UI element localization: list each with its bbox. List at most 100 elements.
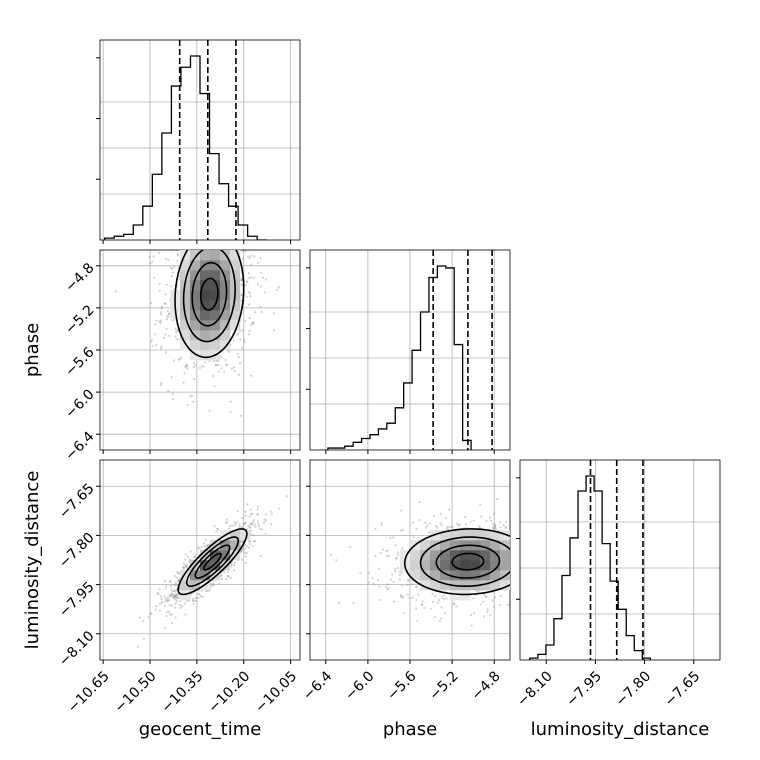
scatter-point [392,580,395,584]
scatter-point [431,600,435,604]
scatter-point [523,546,525,548]
scatter-point [335,559,338,562]
scatter-point [178,275,181,278]
scatter-point [249,295,252,298]
scatter-point [522,569,524,571]
scatter-point [247,291,250,294]
scatter-point [479,503,482,506]
scatter-point [173,226,175,228]
scatter-point [247,141,249,143]
contour-1 [194,544,231,579]
scatter-point [578,550,580,552]
scatter-point [421,603,424,607]
scatter-point [247,276,250,280]
scatter-point [184,613,187,616]
scatter-point [493,512,496,515]
scatter-point [178,357,181,361]
y-tick-label: −7.80 [56,530,98,572]
y-tick-label: −6.4 [62,428,97,463]
density-cell [500,530,510,541]
scatter-point [158,320,161,323]
scatter-point [224,224,226,226]
scatter-point [167,313,171,316]
scatter-point [173,594,176,598]
density-cell [180,590,191,601]
scatter-point [165,283,168,286]
scatter-point [252,322,255,326]
scatter-point [442,598,446,601]
scatter-point [240,294,243,297]
scatter-point [199,233,201,235]
scatter-point [228,247,230,249]
scatter-point [244,521,248,524]
scatter-point [152,255,155,258]
scatter-point [197,592,200,595]
density-cell [480,530,491,541]
scatter-point [204,589,208,593]
scatter-point [200,232,202,234]
scatter-point [421,600,424,603]
contour-3 [177,528,248,596]
scatter-point [455,522,459,526]
scatter-point [225,204,227,206]
density-cell [180,320,191,331]
scatter-point [278,224,280,226]
scatter-point [203,216,205,218]
density-cell [440,560,451,571]
scatter-point [256,261,260,265]
scatter-point [231,524,234,527]
scatter-point [203,545,206,548]
scatter-point [180,237,182,239]
scatter-point [240,294,243,297]
density-cell [180,330,191,341]
axes-group [96,39,301,244]
scatter-point [512,521,514,523]
scatter-point [249,523,252,526]
scatter-point [393,600,396,603]
density-cell [230,260,241,271]
scatter-point [575,587,577,589]
scatter-point [535,566,537,568]
scatter-point [222,232,224,234]
scatter-point [192,555,195,558]
scatter-point [262,521,266,524]
scatter-point [192,597,195,600]
scatter-point [402,596,405,599]
scatter-point [533,516,535,518]
scatter-point [232,366,236,369]
contour-0 [451,552,485,571]
scatter-point [538,550,540,552]
scatter-point [251,544,254,548]
scatter-point [168,604,172,607]
scatter-point [168,613,171,616]
scatter-point [238,525,241,528]
scatter-point [389,536,392,539]
scatter-point [515,571,517,573]
scatter-point [516,586,518,588]
scatter-point [392,536,395,539]
density-cell [420,580,431,591]
scatter-point [192,400,195,403]
scatter-point [223,571,226,574]
scatter-point [494,523,497,526]
scatter-point [210,222,212,224]
scatter-point [163,302,167,305]
scatter-point [174,582,178,585]
scatter-point [263,518,266,521]
density-cell [180,340,191,351]
scatter-point [184,553,187,556]
scatter-point [247,272,250,275]
scatter-point [352,601,355,605]
scatter-point [188,220,190,222]
scatter-point [186,555,190,558]
scatter-point [170,250,174,252]
density-cell [440,580,451,591]
scatter-point [387,587,390,590]
contour-2 [185,536,240,587]
scatter-point [166,231,168,233]
scatter-point [230,564,233,568]
scatter-point [215,237,217,239]
scatter-point [155,605,158,608]
scatter-point [528,546,530,548]
